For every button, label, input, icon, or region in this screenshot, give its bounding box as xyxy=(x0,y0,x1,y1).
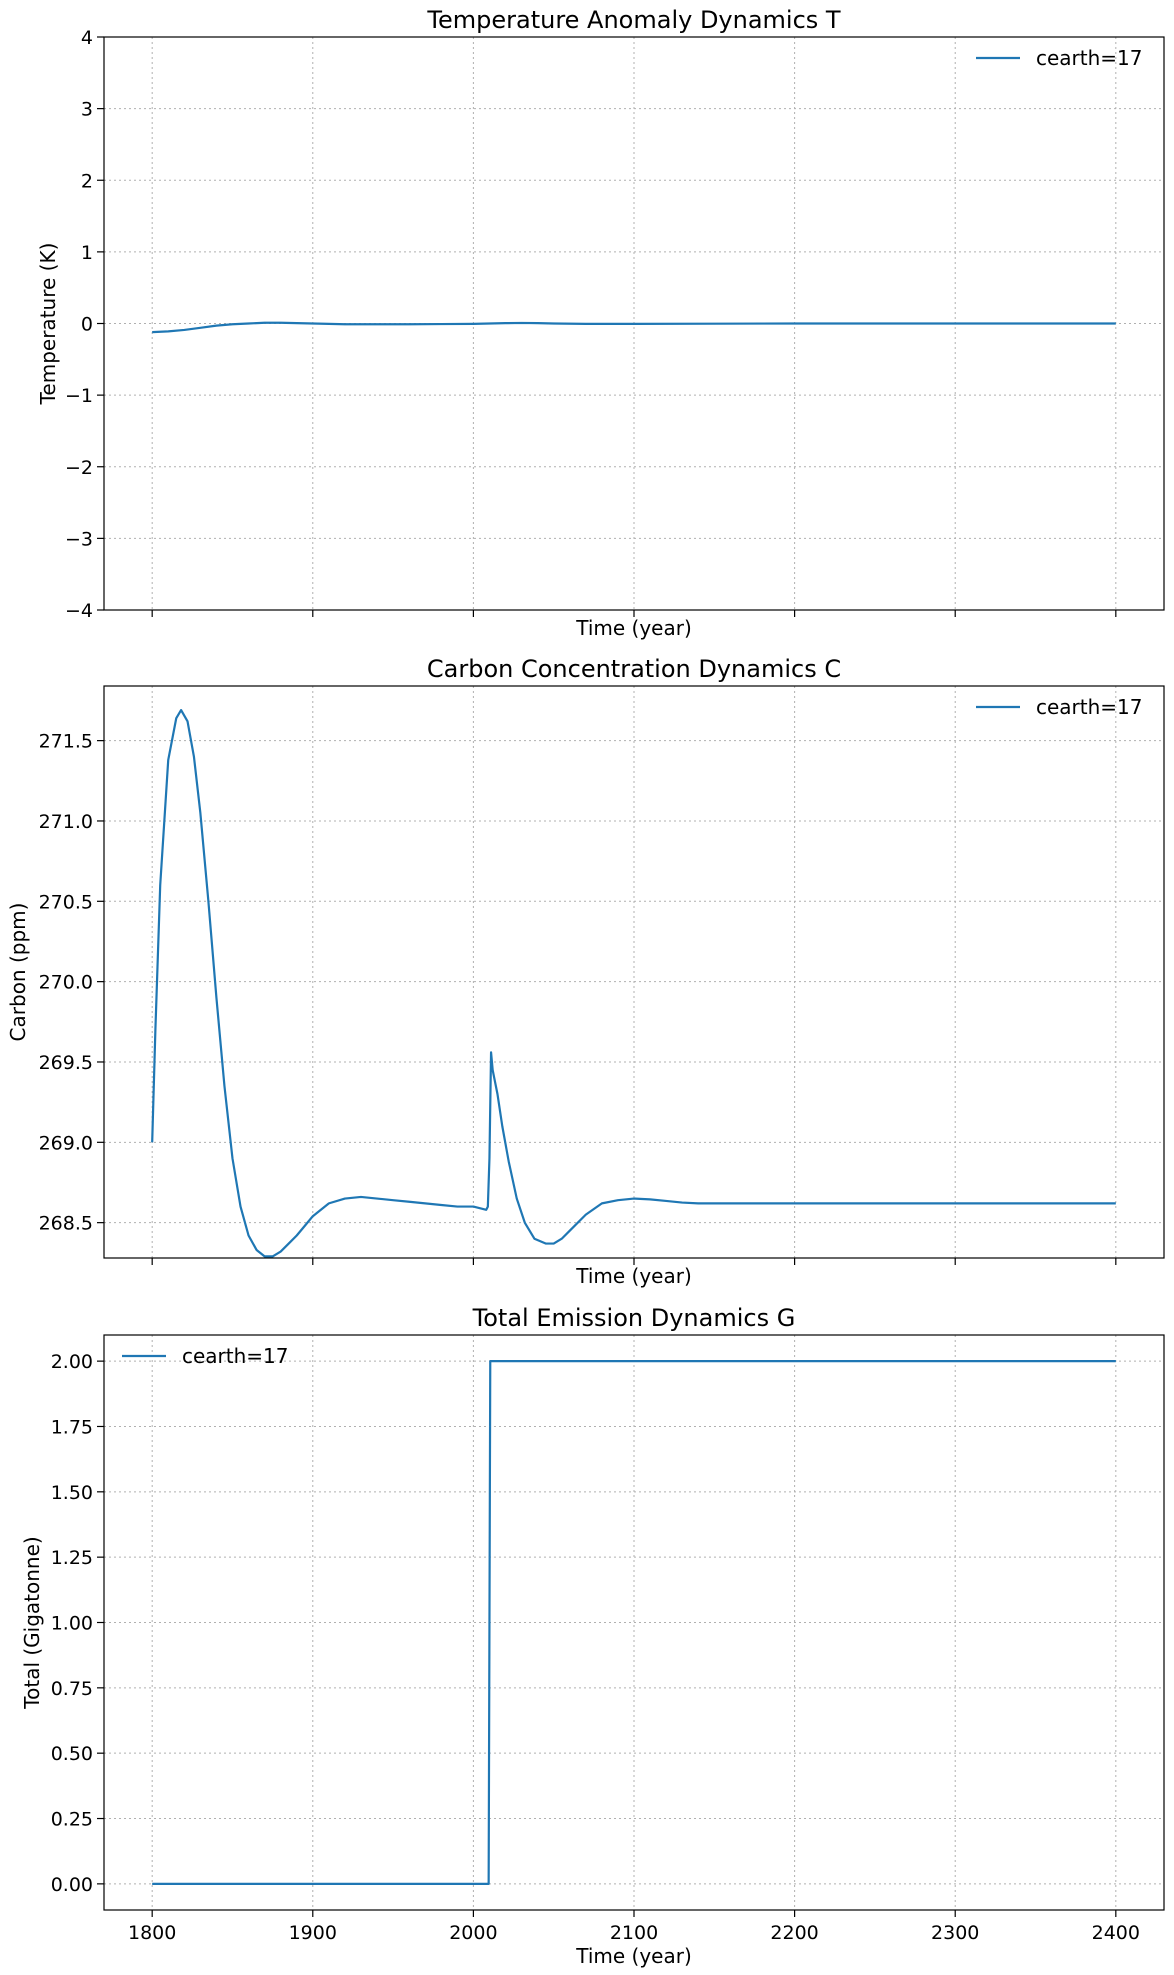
series-line-1 xyxy=(151,708,1116,1258)
y-tick-label: 0.50 xyxy=(51,1743,93,1765)
y-tick-label: 271.0 xyxy=(39,811,93,833)
y-axis-label: Total (Gigatonne) xyxy=(20,1536,44,1709)
series-line-1 xyxy=(152,1360,1116,1885)
x-tick-label: 2100 xyxy=(610,1922,658,1944)
x-axis-label: Time (year) xyxy=(575,616,692,640)
y-tick-label: 269.0 xyxy=(39,1132,93,1154)
legend-label: cearth=17 xyxy=(182,1344,289,1368)
y-axis-label: Carbon (ppm) xyxy=(6,903,30,1042)
chart-panel-2: 268.5 269.0 269.5 270.0 270.5 271.0 271.5 Carbo… xyxy=(6,655,1165,1288)
y-tick-label: 1.50 xyxy=(51,1482,93,1504)
axes-frame xyxy=(103,1334,1165,1911)
y-tick-label: −2 xyxy=(65,457,93,479)
x-tick-label: 2000 xyxy=(449,1922,497,1944)
x-tick-label: 1900 xyxy=(289,1922,337,1944)
x-tick-label: 2200 xyxy=(770,1922,818,1944)
y-tick-label: 268.5 xyxy=(39,1213,93,1235)
series-line-1 xyxy=(152,321,1116,334)
y-tick-label: 0.00 xyxy=(51,1874,93,1896)
y-tick-label: 1.75 xyxy=(51,1416,93,1438)
y-tick-label: 0.25 xyxy=(51,1809,93,1831)
chart-title: Temperature Anomaly Dynamics T xyxy=(426,6,841,34)
y-tick-label: 0 xyxy=(81,314,93,336)
x-axis-label: Time (year) xyxy=(575,1944,692,1968)
legend: cearth=17 xyxy=(976,695,1143,719)
chart-title: Total Emission Dynamics G xyxy=(472,1304,796,1332)
legend-label: cearth=17 xyxy=(1036,695,1143,719)
y-tick-label: 0.75 xyxy=(51,1678,93,1700)
y-tick-label: 3 xyxy=(81,99,93,121)
legend: cearth=17 xyxy=(122,1344,289,1368)
y-tick-label: 271.5 xyxy=(39,731,93,753)
y-tick-label: 2 xyxy=(81,170,93,192)
x-tick-label: 2300 xyxy=(931,1922,979,1944)
axes-frame xyxy=(103,36,1165,611)
y-tick-label: 1.25 xyxy=(51,1547,93,1569)
x-axis-label: Time (year) xyxy=(575,1264,692,1288)
chart-panel-3: 1800 1900 2000 2100 2200 2300 2400 0.00 0.25 0.50… xyxy=(20,1304,1165,1968)
y-tick-label: −1 xyxy=(65,385,93,407)
y-tick-label: 270.0 xyxy=(39,972,93,994)
y-tick-label: 1.00 xyxy=(51,1613,93,1635)
legend-label: cearth=17 xyxy=(1036,46,1143,70)
y-tick-label: 4 xyxy=(81,27,93,49)
y-tick-label: 1 xyxy=(81,242,93,264)
y-tick-label: −3 xyxy=(65,528,93,550)
y-tick-label: 269.5 xyxy=(39,1052,93,1074)
x-tick-label: 1800 xyxy=(128,1922,176,1944)
axes-frame xyxy=(103,685,1165,1259)
y-tick-label: −4 xyxy=(65,600,93,622)
chart-panel-1: −4 −3 −2 −1 0 1 2 3 4 Temperature Anomaly Dynamic… xyxy=(36,6,1165,640)
y-tick-label: 270.5 xyxy=(39,891,93,913)
x-tick-label: 2400 xyxy=(1092,1922,1140,1944)
y-tick-label: 2.00 xyxy=(51,1351,93,1373)
legend: cearth=17 xyxy=(976,46,1143,70)
chart-title: Carbon Concentration Dynamics C xyxy=(427,655,841,683)
y-axis-label: Temperature (K) xyxy=(36,243,60,406)
